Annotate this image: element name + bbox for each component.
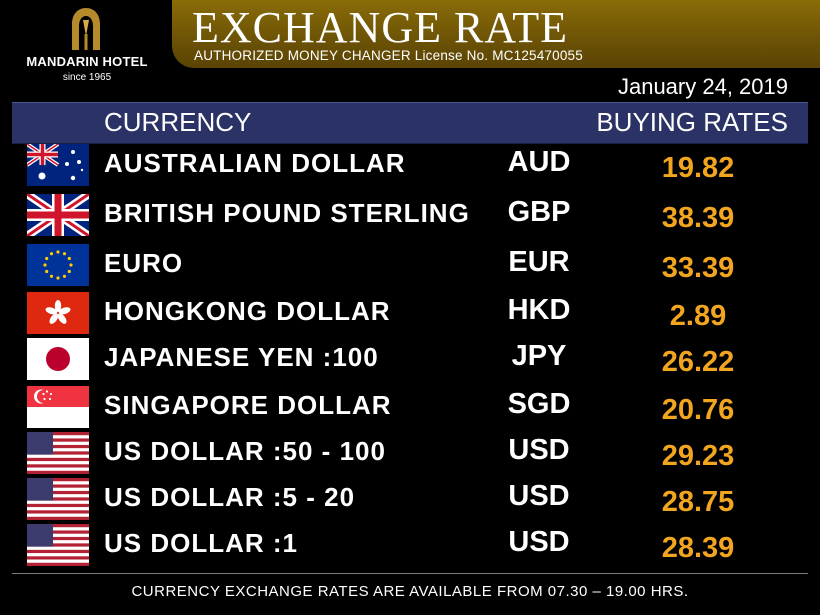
- hongkong-flag-icon: [27, 292, 89, 334]
- currency-name: HONGKONG DOLLAR: [104, 296, 391, 326]
- australia-flag-icon: [27, 144, 89, 186]
- currency-name: SINGAPORE DOLLAR: [104, 390, 392, 420]
- table-row: AUSTRALIAN DOLLAR AUD 19.82: [0, 144, 820, 190]
- table-row: US DOLLAR :1 USD 28.39: [0, 524, 820, 570]
- currency-name: US DOLLAR :50 - 100: [104, 436, 386, 466]
- table-row: HONGKONG DOLLAR HKD 2.89: [0, 292, 820, 338]
- currency-name: JAPANESE YEN :100: [104, 342, 379, 372]
- table-row: US DOLLAR :50 - 100 USD 29.23: [0, 432, 820, 478]
- currency-column-header: CURRENCY: [104, 107, 252, 137]
- currency-code: USD: [508, 526, 570, 558]
- currency-code: JPY: [511, 340, 567, 372]
- us-flag-icon: [27, 524, 89, 566]
- license-text: AUTHORIZED MONEY CHANGER License No. MC1…: [194, 48, 583, 63]
- footer-divider: [12, 573, 808, 574]
- currency-code: USD: [508, 480, 570, 512]
- eu-flag-icon: [27, 244, 89, 286]
- rate-date: January 24, 2019: [617, 74, 788, 99]
- currency-code: SGD: [507, 388, 571, 420]
- us-flag-icon: [27, 432, 89, 474]
- footer-note: CURRENCY EXCHANGE RATES ARE AVAILABLE FR…: [131, 583, 689, 600]
- singapore-flag-icon: [27, 386, 89, 428]
- buying-rate: 38.39: [661, 202, 735, 234]
- uk-flag-icon: [27, 194, 89, 236]
- currency-code: USD: [508, 434, 570, 466]
- buying-rate: 33.39: [661, 252, 735, 284]
- currency-name: US DOLLAR :5 - 20: [104, 482, 356, 512]
- hotel-since: since 1965: [62, 72, 112, 83]
- table-row: US DOLLAR :5 - 20 USD 28.75: [0, 478, 820, 524]
- currency-code: AUD: [507, 146, 571, 178]
- currency-code: EUR: [508, 246, 570, 278]
- japan-flag-icon: [27, 338, 89, 380]
- buying-rate: 29.23: [661, 440, 735, 472]
- title-banner: EXCHANGE RATE AUTHORIZED MONEY CHANGER L…: [172, 0, 820, 68]
- hotel-logo: MANDARIN HOTEL since 1965: [0, 0, 170, 95]
- mandarin-logo-icon: [72, 8, 100, 50]
- table-row: BRITISH POUND STERLING GBP 38.39: [0, 194, 820, 240]
- table-row: EURO EUR 33.39: [0, 244, 820, 290]
- currency-name: BRITISH POUND STERLING: [104, 198, 470, 228]
- buying-rate: 19.82: [661, 152, 735, 184]
- buying-rates-column-header: BUYING RATES: [596, 107, 788, 137]
- table-row: JAPANESE YEN :100 JPY 26.22: [0, 338, 820, 384]
- us-flag-icon: [27, 478, 89, 520]
- buying-rate: 26.22: [661, 346, 735, 378]
- buying-rate: 20.76: [661, 394, 735, 426]
- currency-name: EURO: [104, 248, 184, 278]
- currency-code: GBP: [507, 196, 571, 228]
- buying-rate: 28.39: [661, 532, 735, 564]
- buying-rate: 28.75: [661, 486, 735, 518]
- currency-name: AUSTRALIAN DOLLAR: [104, 148, 406, 178]
- currency-name: US DOLLAR :1: [104, 528, 298, 558]
- buying-rate: 2.89: [669, 300, 727, 332]
- page-title: EXCHANGE RATE: [192, 3, 568, 52]
- hotel-name: MANDARIN HOTEL: [26, 54, 148, 69]
- table-header: CURRENCY BUYING RATES: [12, 102, 808, 144]
- currency-code: HKD: [507, 294, 571, 326]
- table-row: SINGAPORE DOLLAR SGD 20.76: [0, 386, 820, 432]
